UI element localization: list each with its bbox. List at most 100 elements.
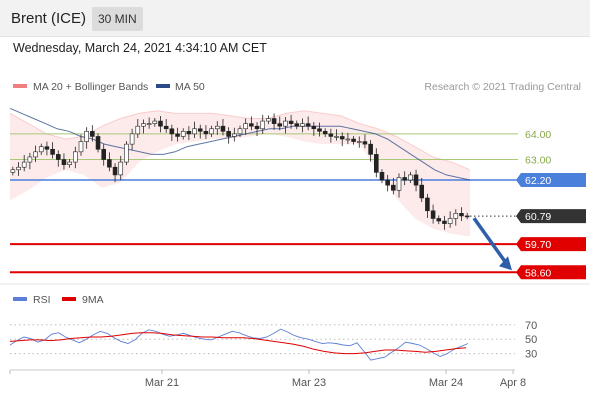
price-candle bbox=[277, 116, 283, 131]
price-candle bbox=[368, 140, 373, 162]
price-candle bbox=[21, 154, 27, 172]
price-candle bbox=[453, 209, 459, 226]
price-candle bbox=[163, 119, 169, 133]
chart-credit: Research © 2021 Trading Central bbox=[424, 81, 581, 93]
price-candle bbox=[408, 171, 413, 184]
price-candle bbox=[16, 162, 21, 176]
price-candle bbox=[141, 119, 146, 134]
price-candle bbox=[186, 126, 192, 141]
price-candle bbox=[356, 136, 362, 148]
level-label-59.70: 59.70 bbox=[525, 239, 551, 251]
price-candle bbox=[243, 118, 248, 135]
price-candle bbox=[311, 122, 317, 136]
price-candle bbox=[396, 173, 402, 198]
price-candle bbox=[419, 177, 425, 203]
price-candle bbox=[146, 117, 152, 129]
price-candle bbox=[175, 127, 180, 142]
price-candle bbox=[425, 193, 430, 218]
rsi-tick-30: 30 bbox=[525, 349, 537, 361]
legend-swatch-rsi bbox=[13, 297, 27, 301]
price-candle bbox=[430, 204, 436, 224]
rsi-tick-50: 50 bbox=[525, 334, 537, 346]
price-candle bbox=[300, 118, 305, 133]
legend-swatch-bollinger bbox=[13, 84, 27, 88]
price-candle bbox=[203, 125, 209, 140]
price-candle bbox=[345, 132, 351, 145]
legend-label-rsi-ma: 9MA bbox=[82, 294, 104, 306]
price-candle bbox=[339, 132, 345, 147]
price-candle bbox=[55, 150, 61, 167]
price-candle bbox=[334, 129, 339, 141]
legend-swatch-rsi-ma bbox=[62, 297, 76, 301]
price-candle bbox=[249, 116, 254, 131]
price-candle bbox=[38, 143, 44, 155]
price-candle bbox=[232, 127, 237, 142]
price-candle bbox=[209, 125, 214, 137]
price-candle bbox=[78, 134, 84, 156]
price-candle bbox=[158, 115, 163, 133]
level-tag-59.70 bbox=[516, 237, 586, 252]
price-candle bbox=[180, 128, 186, 140]
price-candle bbox=[90, 125, 95, 142]
chart-header: Brent (ICE) 30 MIN bbox=[0, 0, 590, 37]
price-candle bbox=[317, 122, 322, 137]
price-candle bbox=[442, 215, 447, 230]
price-candle bbox=[84, 127, 89, 149]
x-tick-label: Apr 8 bbox=[500, 377, 526, 389]
price-candle bbox=[95, 133, 101, 153]
price-candle bbox=[374, 148, 379, 178]
price-candle bbox=[192, 121, 197, 138]
x-tick-label: Mar 23 bbox=[292, 377, 326, 389]
price-candle bbox=[305, 116, 311, 131]
legend-swatch-ma50 bbox=[156, 84, 170, 88]
x-axis: Mar 21 Mar 23 Mar 24 Apr 8 bbox=[9, 370, 526, 389]
x-tick-label: Mar 24 bbox=[429, 377, 463, 389]
level-label-58.60: 58.60 bbox=[525, 267, 551, 279]
price-candle bbox=[391, 177, 396, 195]
price-candle bbox=[197, 124, 203, 139]
price-candle bbox=[50, 142, 55, 159]
price-candle bbox=[322, 128, 328, 137]
price-candle bbox=[124, 141, 129, 166]
price-candle bbox=[459, 207, 464, 222]
price-candle bbox=[266, 115, 271, 125]
chart-datetime: Wednesday, March 24, 2021 4:34:10 AM CET bbox=[13, 41, 267, 55]
legend-label-bollinger: MA 20 + Bollinger Bands bbox=[33, 81, 148, 93]
price-candle bbox=[254, 122, 260, 136]
price-candle bbox=[214, 121, 220, 135]
x-tick-label: Mar 21 bbox=[145, 377, 179, 389]
price-candle bbox=[33, 145, 38, 163]
rsi-tick-70: 70 bbox=[525, 320, 537, 332]
price-candle bbox=[226, 127, 231, 144]
price-candle bbox=[129, 128, 135, 151]
price-candle bbox=[152, 117, 158, 127]
price-candle bbox=[101, 144, 106, 166]
timeframe-badge[interactable]: 30 MIN bbox=[92, 7, 143, 31]
price-candle bbox=[27, 152, 33, 170]
price-candle bbox=[436, 215, 442, 225]
price-pane: 64.00 63.00 62.20 59.70 58.60 60.79 bbox=[9, 107, 586, 280]
price-candle bbox=[135, 119, 141, 138]
level-label-62.20: 62.20 bbox=[525, 175, 551, 187]
price-candle bbox=[169, 124, 175, 142]
price-candle bbox=[67, 159, 72, 168]
price-candle bbox=[107, 152, 112, 172]
price-candle bbox=[385, 174, 390, 192]
price-candle bbox=[44, 141, 50, 156]
price-candle bbox=[288, 114, 294, 129]
price-candle bbox=[379, 169, 385, 184]
current-price-tag bbox=[516, 209, 586, 224]
level-label-64.00: 64.00 bbox=[525, 129, 551, 141]
price-candle bbox=[10, 166, 16, 176]
price-candle bbox=[237, 125, 243, 137]
legend-label-ma50: MA 50 bbox=[175, 81, 205, 93]
rsi-pane: 70 50 30 bbox=[9, 320, 537, 361]
price-candle bbox=[220, 119, 226, 136]
price-candle bbox=[447, 211, 453, 228]
forecast-arrow-shaft bbox=[472, 217, 509, 266]
price-candle bbox=[73, 146, 78, 169]
level-tag-58.60 bbox=[516, 265, 586, 280]
price-candle bbox=[351, 135, 356, 145]
price-candle bbox=[112, 163, 118, 183]
price-candle bbox=[413, 169, 419, 192]
